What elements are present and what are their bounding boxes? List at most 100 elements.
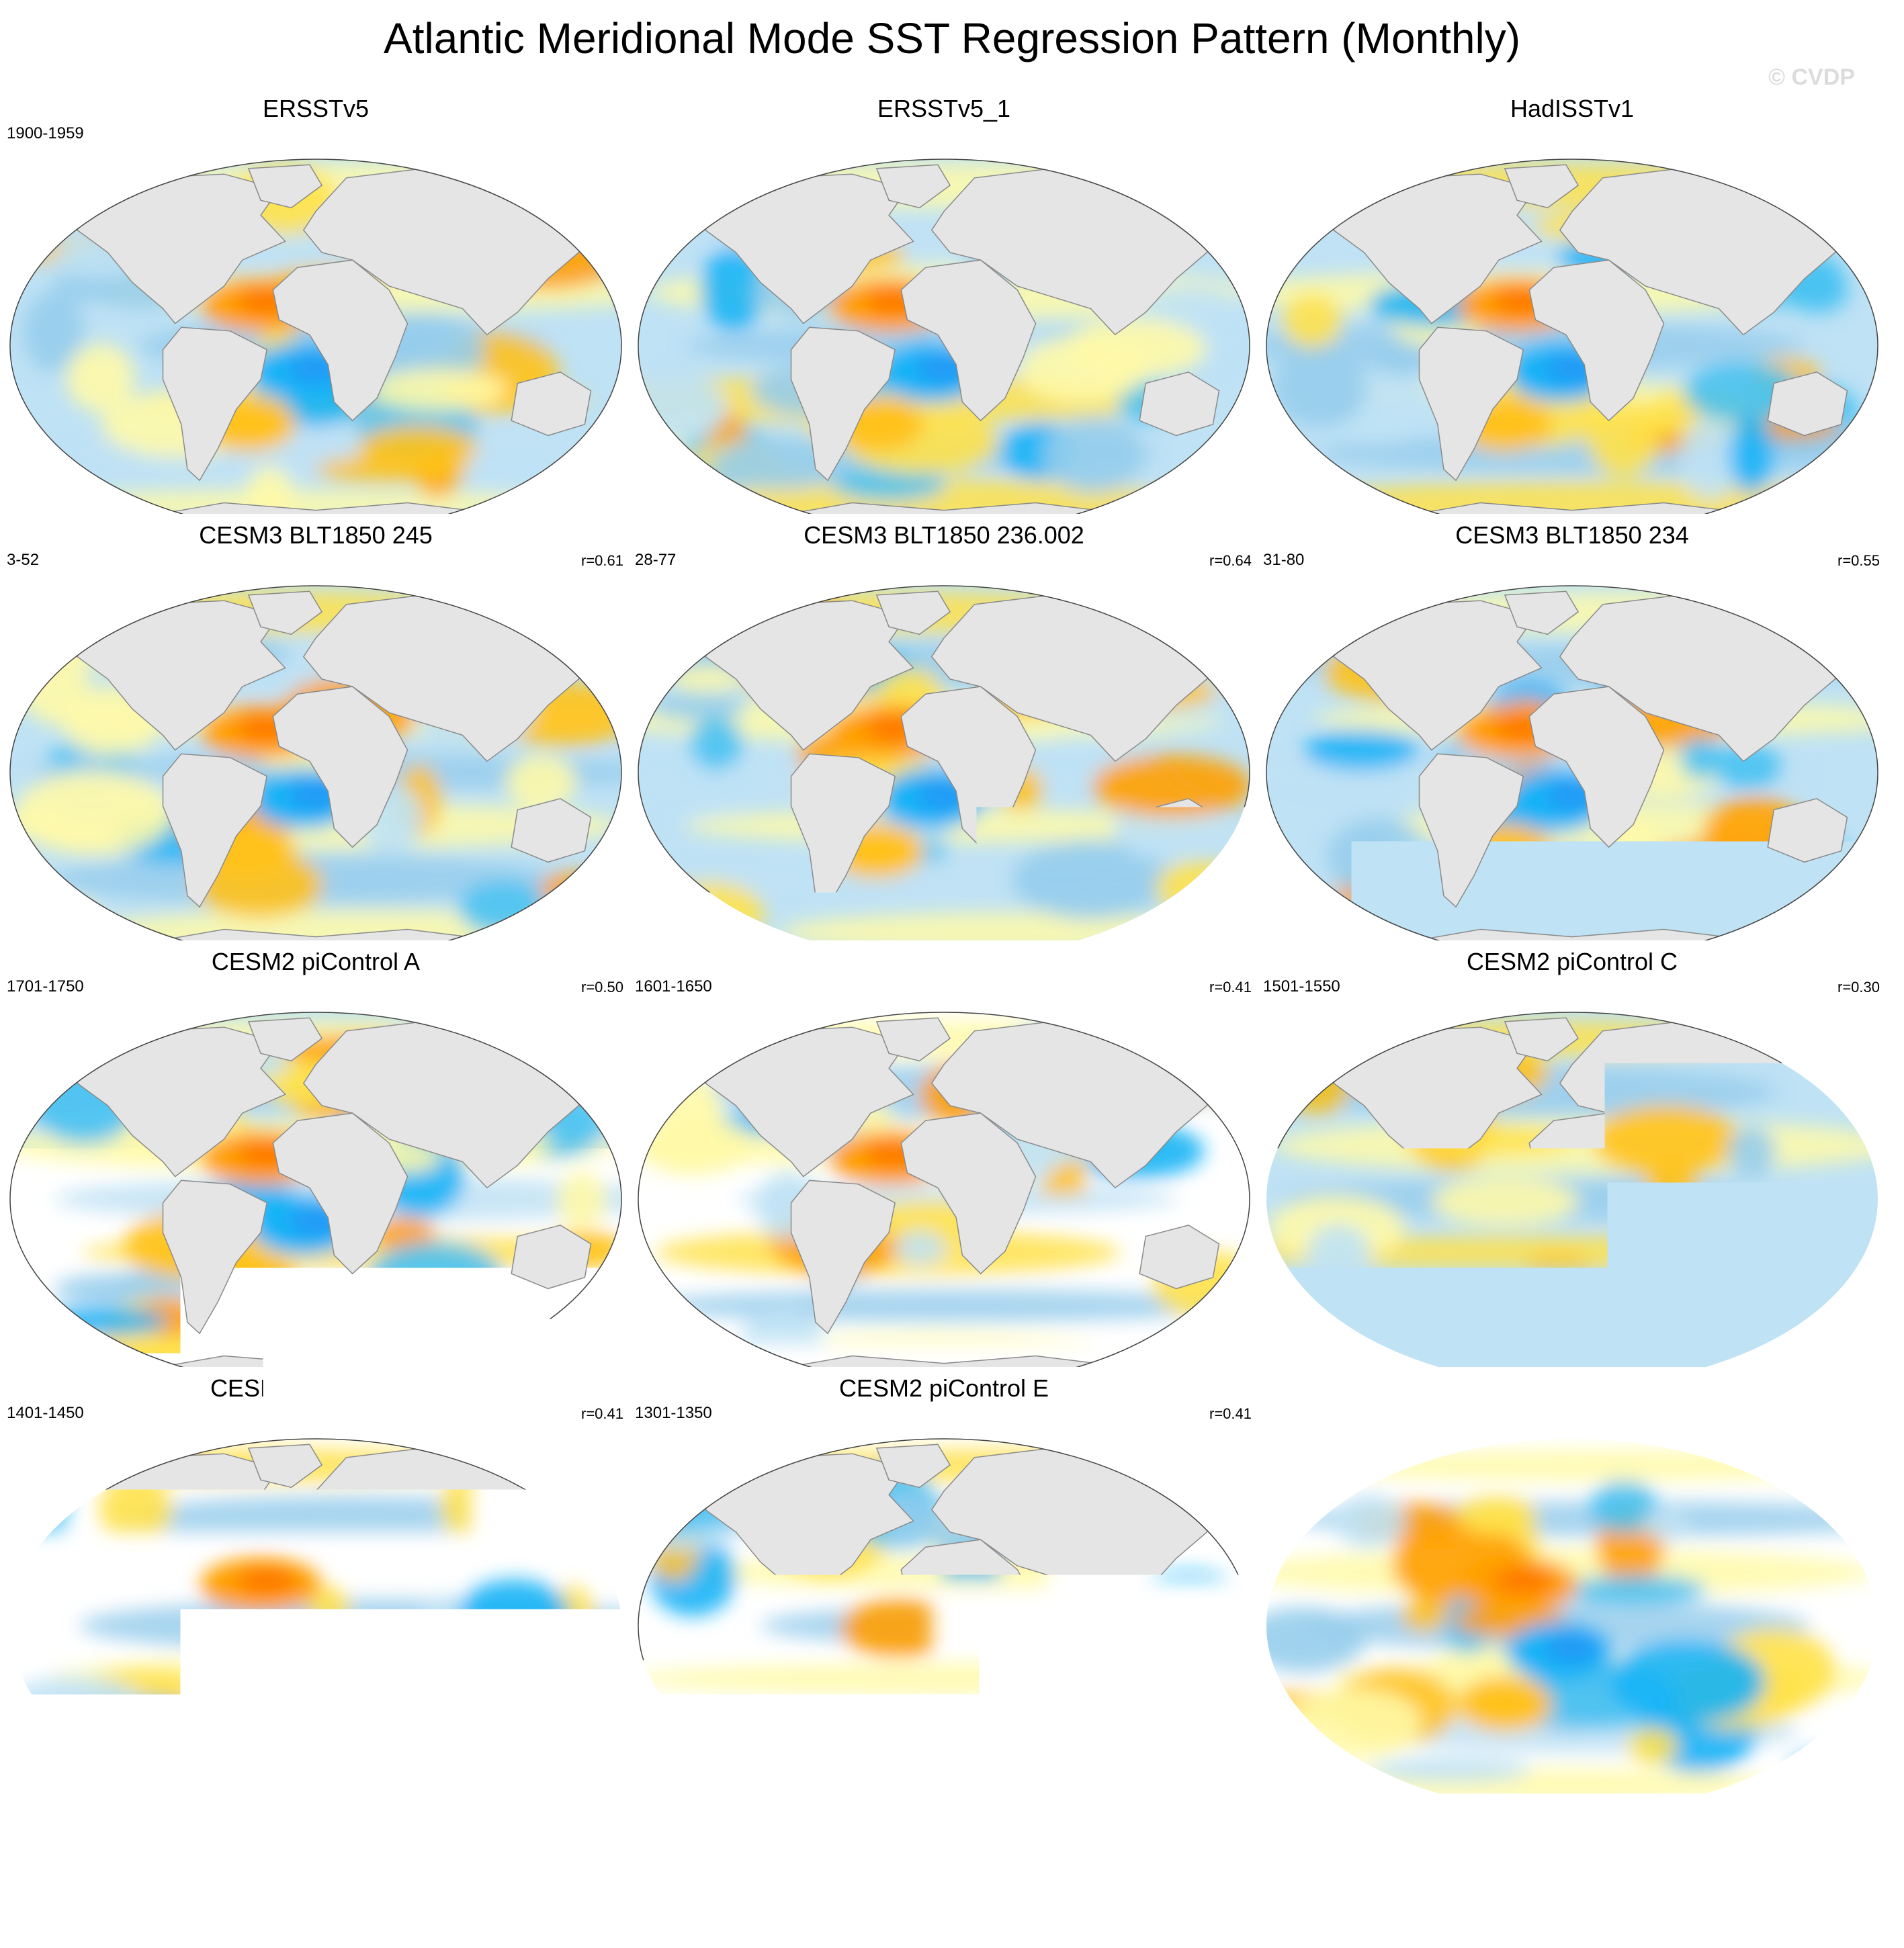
map-plot [635, 524, 1253, 940]
panel-period: 1401-1450 [7, 1404, 84, 1423]
map-panel: CESM2 piControl A 1701-1750 r=0.50 [7, 950, 625, 1367]
colorbar-swatch [556, 1824, 621, 1857]
colorbar-tick-label: 1.25 [1243, 1867, 1303, 1902]
warm-anomaly [1156, 860, 1246, 915]
colorbar-swatch [1534, 1824, 1599, 1857]
panel-pattern-correlation: r=0.50 [1837, 1405, 1880, 1423]
map-plot [635, 97, 1253, 514]
cold-anomaly [368, 1242, 503, 1311]
warm-anomaly [1278, 1031, 1356, 1114]
panel-period: 1301-1350 [635, 1404, 712, 1423]
map-panel: CESM2 piControl F 1201-1250 r=0.50 [1263, 1377, 1881, 1794]
map-plot [7, 950, 625, 1367]
colorbar-swatch [361, 1824, 426, 1857]
cold-anomaly [36, 1746, 132, 1783]
panel-period: 3-52 [7, 551, 39, 570]
map-panel: CESM3 BLT1850 245 3-52 r=0.61 [7, 524, 625, 940]
panel-title: HadISSTv1 [1263, 95, 1881, 123]
panel-pattern-correlation: r=0.30 [1837, 979, 1880, 996]
cold-anomaly [648, 693, 747, 721]
map-plot [635, 950, 1253, 1367]
cold-anomaly [830, 1742, 937, 1781]
warm-anomaly [539, 873, 607, 907]
panel-pattern-correlation: r=0.41 [1209, 1405, 1252, 1423]
warm-anomaly [1035, 1641, 1100, 1683]
colorbar-swatch [817, 1824, 882, 1857]
warm-anomaly [1631, 1272, 1735, 1309]
colorbar-tick-label: -0.25 [847, 1867, 918, 1902]
cold-anomaly [458, 881, 548, 935]
map-plot [7, 524, 625, 940]
warm-anomaly [14, 772, 173, 856]
cold-anomaly [1566, 871, 1619, 912]
colorbar-tick-label: 0.75 [1113, 1867, 1173, 1902]
colorbar-swatch [882, 1824, 947, 1857]
cold-anomaly [1304, 730, 1419, 770]
map-panel: CESM3 BLT1850 234 31-80 r=0.55 [1263, 524, 1881, 940]
colorbar-swatch [752, 1824, 817, 1857]
warm-anomaly [1581, 1304, 1631, 1351]
colorbar-swatch [1273, 1824, 1338, 1857]
cvdp-watermark: © CVDP [1768, 64, 1855, 91]
map-panel: ERSSTv5 1900-1959 [7, 97, 625, 514]
warm-anomaly [7, 896, 101, 935]
colorbar-swatch [621, 1824, 687, 1857]
map-plot [1263, 524, 1881, 940]
panel-title: CESM3 BLT1850 234 [1263, 521, 1881, 549]
cold-anomaly [22, 1463, 69, 1541]
warm-anomaly [650, 1146, 714, 1171]
warm-anomaly [558, 1171, 607, 1229]
colorbar-unit-label: C/C [920, 1898, 973, 1933]
map-plot [635, 1377, 1253, 1794]
panel-period: 1501-1550 [1263, 977, 1340, 996]
panel-period: 28-77 [635, 551, 676, 570]
colorbar-swatch [947, 1824, 1012, 1857]
panel-period: 1601-1650 [635, 977, 712, 996]
warm-anomaly [315, 456, 469, 482]
cold-anomaly [1725, 1183, 1788, 1230]
map-panel: HadISSTv1 [1263, 97, 1881, 514]
panel-title: CESM2 piControl A [7, 948, 625, 976]
cold-anomaly [1729, 414, 1774, 494]
colorbar-swatch [1208, 1824, 1273, 1857]
panel-pattern-correlation: r=0.41 [581, 1405, 623, 1423]
sst-band [1263, 481, 1881, 514]
colorbar-swatch [1338, 1824, 1403, 1857]
warm-anomaly [992, 1286, 1092, 1364]
map-panel: CESM3 BLT1850 236.002 28-77 r=0.64 [635, 524, 1253, 940]
panel-title: CESM2 piControl C [1263, 948, 1881, 976]
panel-period: 31-80 [1263, 551, 1304, 570]
panel-title: CESM2 piControl F [1263, 1374, 1881, 1403]
cold-anomaly [7, 1677, 144, 1730]
warm-anomaly [506, 755, 576, 808]
colorbar-tick-label: -0.75 [717, 1867, 787, 1902]
colorbar-tick-label: 0 [939, 1867, 956, 1902]
colorbar-tick-label: -1.75 [456, 1867, 527, 1902]
cold-anomaly [1307, 1224, 1371, 1280]
panel-pattern-correlation: r=0.61 [581, 552, 623, 570]
panel-period: 1900-1959 [7, 124, 84, 143]
warm-anomaly [737, 1644, 782, 1718]
cold-anomaly [1790, 1752, 1861, 1779]
map-plot [1263, 97, 1881, 514]
map-panel: CESM2 piControl C 1501-1550 r=0.30 [1263, 950, 1881, 1367]
cold-anomaly [1272, 348, 1367, 428]
colorbar-tick-label: 1.75 [1373, 1867, 1434, 1902]
warm-anomaly [369, 369, 507, 410]
warm-anomaly [1628, 1728, 1678, 1764]
warm-anomaly [1285, 1688, 1421, 1760]
panel-pattern-correlation: r=0.64 [1209, 552, 1252, 570]
colorbar-tick-label: 0.25 [982, 1867, 1043, 1902]
colorbar-swatch [1078, 1824, 1143, 1857]
panel-title: CESM3 BLT1850 236.002 [635, 521, 1253, 549]
cold-anomaly [476, 463, 625, 496]
panel-title: CESM2 piControl B [635, 948, 1253, 976]
panel-title: ERSSTv5 [7, 95, 625, 123]
warm-anomaly [1283, 294, 1342, 348]
colorbar-tick-label: -1.25 [587, 1867, 657, 1902]
map-panel: CESM2 piControl B 1601-1650 r=0.41 [635, 950, 1253, 1367]
panel-period: 1201-1250 [1263, 1404, 1340, 1423]
map-panel: CESM2 piControl E 1301-1350 r=0.41 [635, 1377, 1253, 1794]
map-panel: CESM2 piControl D 1401-1450 r=0.41 [7, 1377, 625, 1794]
colorbar-swatch [1012, 1824, 1078, 1857]
